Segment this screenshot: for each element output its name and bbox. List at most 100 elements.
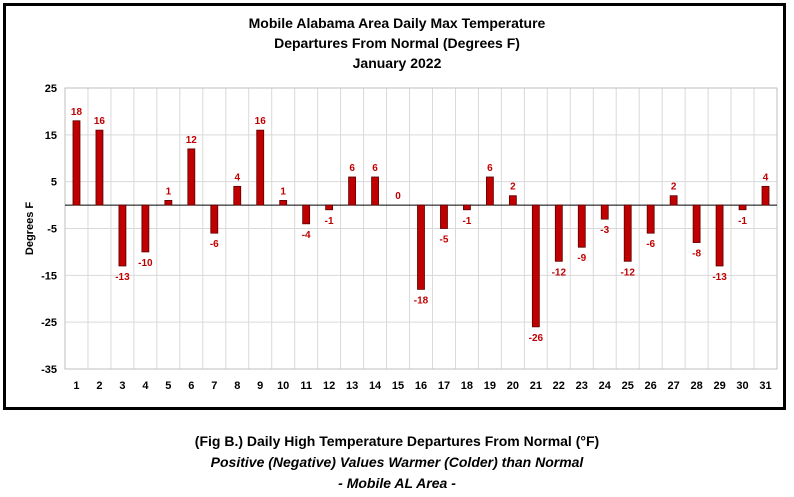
x-tick-label: 3 [119,380,125,392]
y-tick-label: -15 [41,270,57,282]
x-tick-label: 19 [484,380,496,392]
data-label: 4 [234,172,240,183]
x-tick-label: 8 [234,380,240,392]
bar [531,204,540,328]
y-tick-label: -35 [41,364,57,376]
data-label: -3 [600,225,609,236]
x-tick-label: 18 [461,380,473,392]
bar [302,204,311,225]
data-label: 6 [487,163,493,174]
data-label: 2 [510,182,516,193]
x-tick-label: 4 [142,380,149,392]
x-tick-label: 15 [392,380,404,392]
x-tick-label: 2 [96,380,102,392]
y-tick-label: 5 [51,177,57,189]
data-label: 1 [280,186,286,197]
x-tick-label: 11 [300,380,312,392]
bar [95,129,104,206]
x-tick-label: 13 [346,380,358,392]
bar [417,204,425,290]
x-tick-label: 25 [622,380,634,392]
bar [738,204,747,211]
bar [279,199,288,206]
bar [577,204,586,248]
x-tick-label: 7 [211,380,217,392]
data-label: 0 [395,191,401,202]
data-label: -6 [646,239,655,250]
x-tick-label: 22 [553,380,565,392]
data-label: -18 [414,295,429,306]
bar [508,195,517,206]
data-label: -1 [325,216,334,227]
caption-line-2: Positive (Negative) Values Warmer (Colde… [210,454,584,470]
x-tick-label: 12 [323,380,335,392]
bar [164,199,173,206]
bar [325,204,334,211]
y-tick-label: -25 [41,317,57,329]
data-label: -12 [552,267,567,278]
data-label: -1 [738,216,747,227]
x-tick-label: 31 [759,380,771,392]
data-label: 6 [372,163,378,174]
chart-title-line-2: Departures From Normal (Degrees F) [274,35,520,51]
bar [256,129,265,206]
x-tick-label: 30 [736,380,748,392]
bar [623,204,632,262]
chart-title-line-1: Mobile Alabama Area Daily Max Temperatur… [248,15,546,31]
x-tick-label: 23 [576,380,588,392]
data-label: 2 [671,182,677,193]
x-tick-label: 24 [599,380,612,392]
bar [715,204,724,267]
bar [554,204,563,262]
data-label: -10 [138,258,153,269]
data-label: 6 [349,163,355,174]
bar [371,176,379,206]
bar [646,204,655,234]
data-label: -8 [692,249,701,260]
x-tick-label: 1 [73,380,79,392]
x-tick-label: 5 [165,380,171,392]
x-tick-label: 20 [507,380,519,392]
data-label: 4 [763,172,769,183]
x-tick-label: 16 [415,380,427,392]
bar [669,195,678,206]
bar [761,185,770,206]
data-label: -13 [115,272,130,283]
y-tick-label: 25 [45,83,57,95]
x-tick-label: 9 [257,380,263,392]
caption-line-1: (Fig B.) Daily High Temperature Departur… [194,433,600,449]
x-tick-label: 10 [277,380,289,392]
data-label: -1 [462,216,471,227]
bar [233,185,242,206]
data-label: 16 [94,116,106,127]
x-tick-label: 26 [645,380,657,392]
x-tick-label: 17 [438,380,450,392]
bar [600,204,609,220]
data-label: -4 [302,230,311,241]
data-label: 1 [166,186,172,197]
x-tick-label: 28 [690,380,702,392]
bar [463,204,471,211]
bar [141,204,150,253]
bar [348,176,356,206]
bar [692,204,701,243]
y-axis-label: Degrees F [24,202,36,255]
x-tick-label: 27 [668,380,680,392]
bar [72,120,81,206]
x-tick-label: 6 [188,380,194,392]
data-label: -12 [620,267,635,278]
bar [118,204,127,267]
data-label: -26 [529,333,544,344]
y-tick-label: 15 [45,130,57,142]
data-label: 18 [71,107,83,118]
plot-area-border [64,87,778,370]
data-label: -9 [577,253,586,264]
x-tick-label: 14 [369,380,382,392]
data-label: -5 [440,235,449,246]
chart-title-line-3: January 2022 [352,55,442,71]
bar [210,204,219,234]
data-label: 12 [186,135,198,146]
data-label: -13 [712,272,727,283]
data-label: -6 [210,239,219,250]
